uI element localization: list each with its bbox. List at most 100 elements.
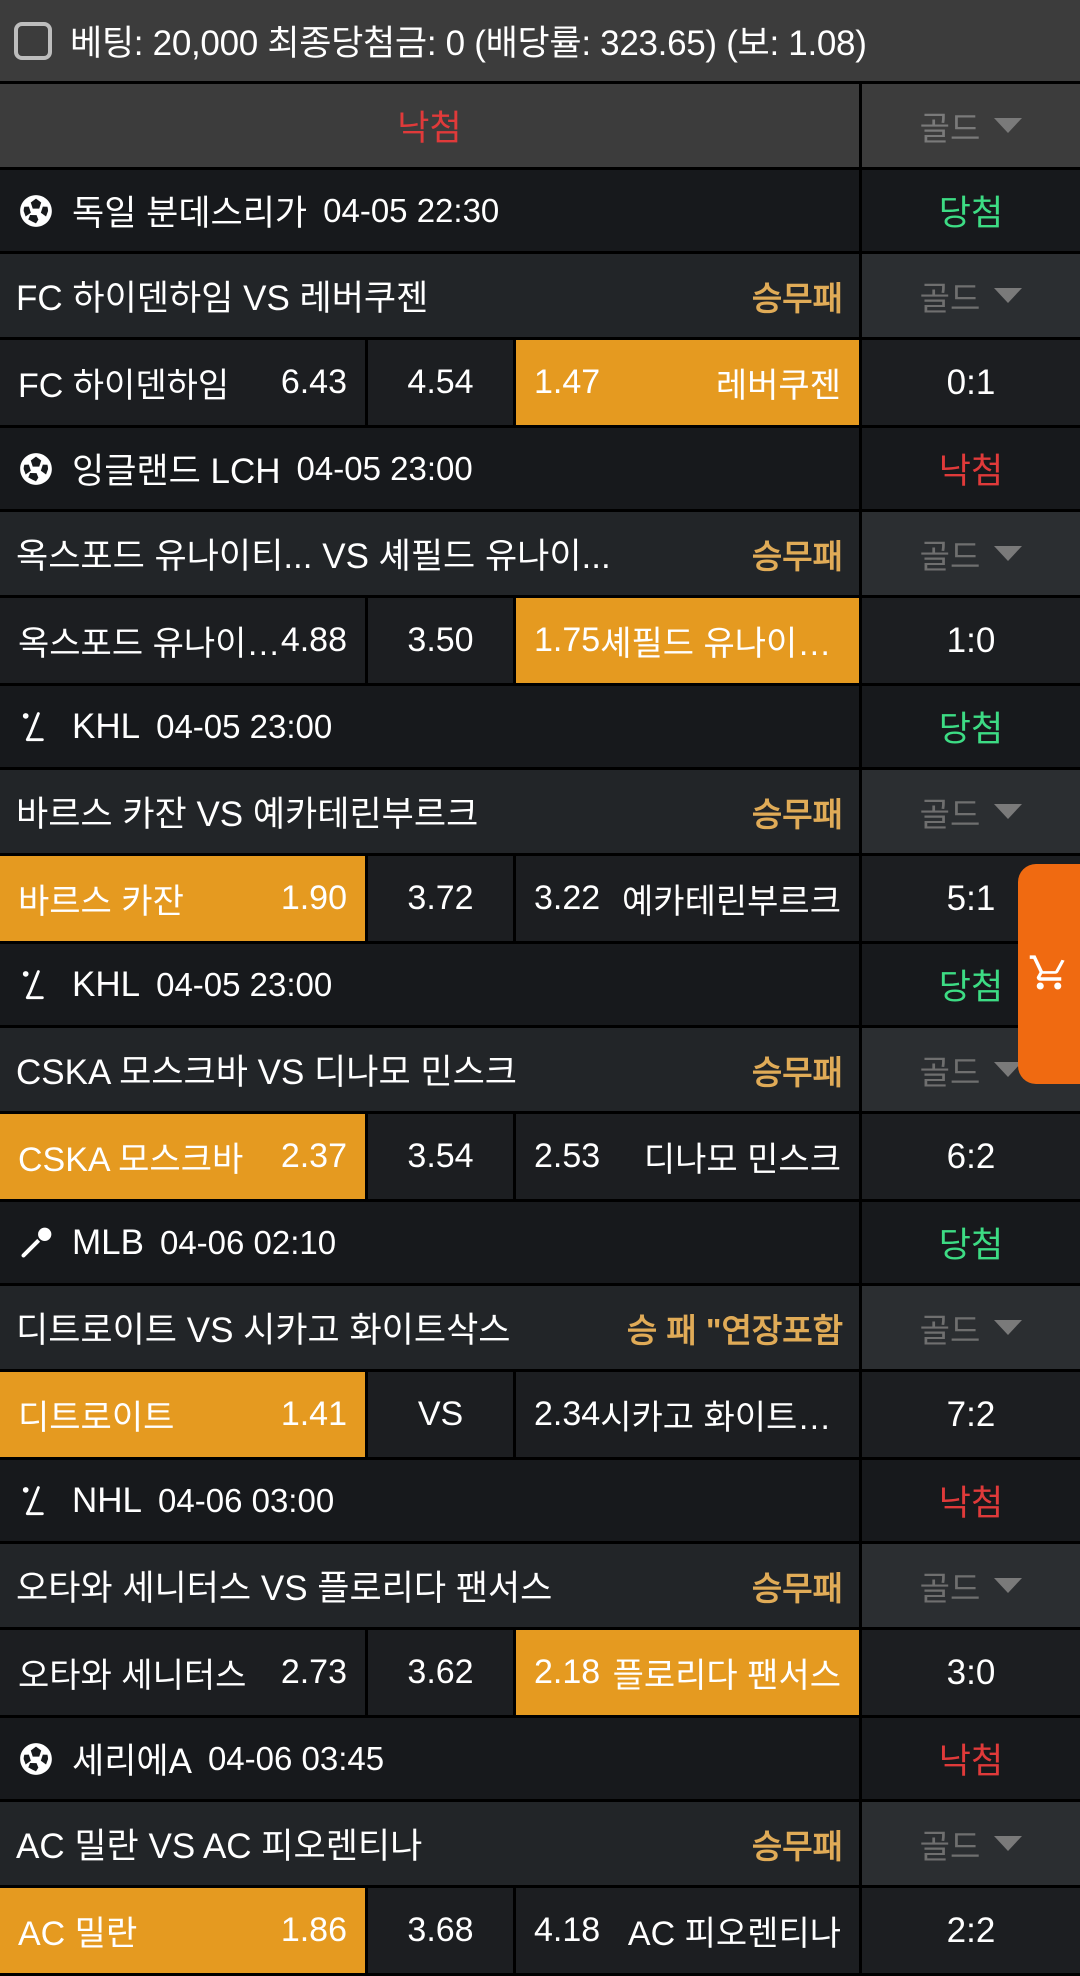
odds-option-away[interactable]: 2.18 플로리다 팬서스 [516,1630,862,1715]
grade-dropdown[interactable]: 골드 [862,1286,1080,1369]
bet-type-label: 승무패 [751,1827,843,1865]
league-info: KHL 04-05 23:00 [0,686,862,767]
slip-grade-dropdown[interactable]: 골드 [862,84,1080,167]
slip-header-row: 낙첨 골드 [0,84,1080,170]
matchup-info: CSKA 모스크바 VS 디나모 민스크 승무패 [0,1028,862,1111]
match-score: 7:2 [946,1394,996,1434]
away-odds-value: 2.18 [534,1653,601,1691]
odds-option-draw[interactable]: 3.54 [368,1114,516,1199]
grade-label: 골드 [919,1569,981,1607]
chevron-down-icon [994,1062,1023,1077]
bet-type-label: 승무패 [751,537,843,575]
chevron-down-icon [994,804,1023,819]
league-name: 독일 분데스리가 [72,194,308,233]
away-odds-value: 2.53 [534,1137,601,1175]
odds-option-home[interactable]: 옥스포드 유나이티드 4.88 [0,598,368,683]
grade-dropdown[interactable]: 골드 [862,512,1080,595]
home-odds-value: 2.37 [280,1137,347,1175]
draw-odds-value: 3.68 [407,1911,474,1949]
draw-odds-value: 3.72 [407,879,474,917]
odds-option-home[interactable]: 오타와 세니터스 2.73 [0,1630,368,1715]
odds-option-away[interactable]: 4.18 AC 피오렌티나 [516,1888,862,1973]
soccer-ball-icon [16,1739,56,1779]
matchup-title: 옥스포드 유나이티... VS 셰필드 유나이... [16,537,611,576]
matchup-info: FC 하이덴하임 VS 레버쿠젠 승무패 [0,254,862,337]
odds-option-draw[interactable]: 3.68 [368,1888,516,1973]
grade-dropdown[interactable]: 골드 [862,254,1080,337]
cart-fab-button[interactable] [1018,864,1080,1084]
odds-option-home[interactable]: 디트로이트 1.41 [0,1372,368,1457]
match-block: 잉글랜드 LCH 04-05 23:00 낙첨 옥스포드 유나이티... VS 셰필드… [0,428,1080,686]
away-odds-value: 1.47 [534,363,601,401]
away-team-name: 시카고 화이트삭스 [600,1399,841,1437]
league-info: NHL 04-06 03:00 [0,1460,862,1541]
matchup-title: FC 하이덴하임 VS 레버쿠젠 [16,279,429,318]
odds-option-draw[interactable]: 3.50 [368,598,516,683]
odds-option-away[interactable]: 1.47 레버쿠젠 [516,340,862,425]
match-time: 04-06 02:10 [159,1223,337,1261]
odds-option-home[interactable]: AC 밀란 1.86 [0,1888,368,1973]
grade-label: 골드 [919,537,981,575]
league-row: MLB 04-06 02:10 당첨 [0,1202,1080,1286]
odds-row: 옥스포드 유나이티드 4.88 3.50 1.75 셰필드 유나이티드 1:0 [0,598,1080,686]
odds-option-away[interactable]: 3.22 예카테린부르크 [516,856,862,941]
match-block: KHL 04-05 23:00 당첨 바르스 카잔 VS 예카테린부르크 승무패 골드 바르… [0,686,1080,944]
chevron-down-icon [994,1320,1023,1335]
match-status-badge: 낙첨 [938,452,1004,491]
match-list: 독일 분데스리가 04-05 22:30 당첨 FC 하이덴하임 VS 레버쿠젠 승무패… [0,170,1080,1976]
away-odds-value: 2.34 [534,1395,601,1433]
grade-dropdown[interactable]: 골드 [862,770,1080,853]
odds-option-draw[interactable]: 3.72 [368,856,516,941]
odds-option-draw[interactable]: VS [368,1372,516,1457]
matchup-info: 바르스 카잔 VS 예카테린부르크 승무패 [0,770,862,853]
home-team-name: 바르스 카잔 [18,883,184,921]
chevron-down-icon [994,1578,1023,1593]
cart-icon [1028,951,1070,998]
hockey-stick-icon [16,707,56,747]
match-score: 1:0 [946,620,996,660]
matchup-row: 옥스포드 유나이티... VS 셰필드 유나이... 승무패 골드 [0,512,1080,598]
match-time: 04-05 23:00 [156,965,333,1003]
match-status-badge: 당첨 [938,1226,1004,1265]
odds-option-away[interactable]: 2.34 시카고 화이트삭스 [516,1372,862,1457]
league-row: NHL 04-06 03:00 낙첨 [0,1460,1080,1544]
matchup-row: 디트로이트 VS 시카고 화이트삭스 승 패 "연장포함 골드 [0,1286,1080,1372]
league-name: NHL [72,1480,143,1520]
odds-option-home[interactable]: 바르스 카잔 1.90 [0,856,368,941]
league-row: KHL 04-05 23:00 당첨 [0,944,1080,1028]
match-time: 04-05 22:30 [323,191,500,229]
odds-option-away[interactable]: 1.75 셰필드 유나이티드 [516,598,862,683]
league-row: 잉글랜드 LCH 04-05 23:00 낙첨 [0,428,1080,512]
grade-dropdown[interactable]: 골드 [862,1544,1080,1627]
odds-option-draw[interactable]: 4.54 [368,340,516,425]
league-name: MLB [72,1222,144,1262]
bet-type-label: 승무패 [751,279,843,317]
chevron-down-icon [994,288,1023,303]
odds-row: 디트로이트 1.41 VS 2.34 시카고 화이트삭스 7:2 [0,1372,1080,1460]
odds-option-draw[interactable]: 3.62 [368,1630,516,1715]
bet-summary-text: 베팅: 20,000 최종당첨금: 0 (배당률: 323.65) (보: 1.… [70,24,867,63]
grade-dropdown[interactable]: 골드 [862,1802,1080,1885]
matchup-title: AC 밀란 VS AC 피오렌티나 [16,1827,423,1866]
draw-odds-value: 3.54 [407,1137,474,1175]
match-status-badge: 낙첨 [938,1742,1004,1781]
home-team-name: CSKA 모스크바 [18,1141,244,1179]
away-odds-value: 3.22 [534,879,601,917]
matchup-row: AC 밀란 VS AC 피오렌티나 승무패 골드 [0,1802,1080,1888]
away-team-name: 예카테린부르크 [622,883,841,921]
odds-option-away[interactable]: 2.53 디나모 민스크 [516,1114,862,1199]
away-team-name: 셰필드 유나이티드 [600,625,841,663]
odds-option-home[interactable]: CSKA 모스크바 2.37 [0,1114,368,1199]
odds-row: 바르스 카잔 1.90 3.72 3.22 예카테린부르크 5:1 [0,856,1080,944]
select-all-checkbox[interactable] [14,21,52,60]
match-status-badge: 당첨 [938,194,1004,233]
away-team-name: 디나모 민스크 [643,1141,841,1179]
odds-option-home[interactable]: FC 하이덴하임 6.43 [0,340,368,425]
matchup-info: 옥스포드 유나이티... VS 셰필드 유나이... 승무패 [0,512,862,595]
matchup-title: 디트로이트 VS 시카고 화이트삭스 [16,1311,511,1350]
match-score: 2:2 [946,1910,996,1950]
matchup-info: 디트로이트 VS 시카고 화이트삭스 승 패 "연장포함 [0,1286,862,1369]
home-team-name: 오타와 세니터스 [18,1657,247,1695]
league-name: 잉글랜드 LCH [72,452,281,491]
